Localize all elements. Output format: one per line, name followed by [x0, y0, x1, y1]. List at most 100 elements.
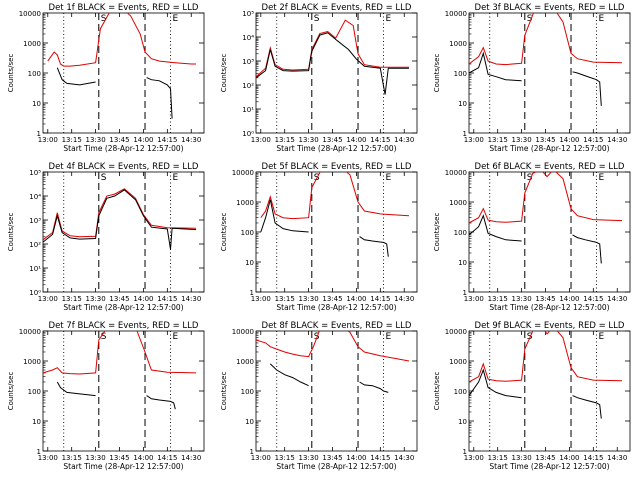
x-tick-label: 13:15 [488, 136, 508, 144]
x-tick-label: 13:00 [251, 295, 271, 303]
x-tick-label: 14:30 [181, 136, 201, 144]
y-tick-label: 10000 [19, 10, 41, 18]
x-tick-label: 13:15 [488, 295, 508, 303]
x-tick-label: 13:30 [86, 454, 106, 462]
plot-frame [255, 330, 418, 452]
y-tick-label: 10 [32, 100, 41, 108]
y-tick-label: 100 [454, 229, 467, 237]
y-tick-label: 10² [242, 82, 254, 90]
y-tick-label: 1000 [449, 358, 467, 366]
interval-marker-s: S [101, 14, 107, 24]
series-line-events [146, 77, 173, 119]
x-tick-label: 14:15 [583, 454, 603, 462]
x-tick-label: 13:00 [38, 136, 58, 144]
x-axis-label: Start Time (28-Apr-12 12:57:00) [489, 144, 609, 153]
y-tick-label: 10⁵ [242, 10, 254, 18]
y-tick-label: 10 [32, 418, 41, 426]
y-tick-label: 1 [463, 289, 467, 297]
interval-marker-e: E [173, 332, 179, 342]
y-tick-label: 10000 [232, 328, 254, 336]
y-tick-label: 10⁴ [29, 193, 41, 201]
x-tick-label: 13:30 [299, 295, 319, 303]
x-tick-label: 13:30 [299, 136, 319, 144]
interval-marker-e: E [386, 173, 392, 183]
interval-marker-e: E [173, 173, 179, 183]
y-tick-label: 1 [37, 448, 41, 456]
x-tick-label: 13:00 [251, 136, 271, 144]
plot-frame [468, 171, 631, 293]
x-tick-label: 14:00 [346, 136, 366, 144]
x-tick-label: 13:15 [275, 295, 295, 303]
y-tick-label: 1000 [23, 358, 41, 366]
y-tick-label: 100 [241, 388, 254, 396]
x-tick-label: 13:00 [464, 136, 484, 144]
series-line-events [269, 363, 309, 387]
y-tick-label: 10 [458, 259, 467, 267]
x-axis-label: Start Time (28-Apr-12 12:57:00) [489, 462, 609, 471]
x-tick-label: 13:30 [512, 295, 532, 303]
x-tick-label: 14:00 [133, 136, 153, 144]
y-tick-label: 10 [458, 100, 467, 108]
x-tick-label: 13:45 [109, 454, 129, 462]
interval-marker-e: E [386, 332, 392, 342]
interval-marker-s: S [314, 14, 320, 24]
y-tick-label: 10000 [19, 328, 41, 336]
x-tick-label: 14:30 [607, 295, 627, 303]
interval-marker-s: S [101, 173, 107, 183]
x-tick-label: 14:30 [181, 295, 201, 303]
y-tick-label: 10¹ [242, 106, 254, 114]
series-line-events [260, 199, 309, 233]
interval-marker-s: S [101, 332, 107, 342]
x-tick-label: 13:45 [535, 454, 555, 462]
x-axis-label: Start Time (28-Apr-12 12:57:00) [63, 303, 183, 312]
x-tick-label: 14:00 [346, 454, 366, 462]
chart-title: Det 8f BLACK = Events, RED = LLD [262, 321, 412, 331]
x-axis-label: Start Time (28-Apr-12 12:57:00) [276, 462, 396, 471]
y-axis-label: Counts/sec [220, 213, 228, 252]
x-tick-label: 14:30 [394, 295, 414, 303]
plot-frame [42, 330, 205, 452]
plot-frame [468, 12, 631, 134]
chart-title: Det 5f BLACK = Events, RED = LLD [262, 162, 412, 172]
x-tick-label: 14:15 [583, 295, 603, 303]
x-tick-label: 13:15 [62, 136, 82, 144]
y-tick-label: 1000 [236, 199, 254, 207]
x-tick-label: 13:00 [464, 454, 484, 462]
x-tick-label: 13:15 [62, 454, 82, 462]
x-tick-label: 13:45 [535, 136, 555, 144]
x-tick-label: 13:30 [299, 454, 319, 462]
chart-title: Det 9f BLACK = Events, RED = LLD [475, 321, 625, 331]
y-tick-label: 10000 [232, 169, 254, 177]
interval-marker-e: E [599, 14, 605, 24]
chart-title: Det 1f BLACK = Events, RED = LLD [49, 3, 199, 13]
y-tick-label: 10² [29, 241, 41, 249]
x-tick-label: 13:45 [322, 295, 342, 303]
series-line-events [256, 32, 409, 95]
x-tick-label: 13:00 [464, 295, 484, 303]
series-line-events [469, 51, 522, 82]
x-tick-label: 14:00 [559, 454, 579, 462]
x-tick-label: 14:30 [181, 454, 201, 462]
chart-title: Det 2f BLACK = Events, RED = LLD [262, 3, 412, 13]
y-tick-label: 100 [454, 388, 467, 396]
x-tick-label: 13:15 [275, 136, 295, 144]
y-axis-label: Counts/sec [7, 54, 15, 93]
y-tick-label: 100 [28, 388, 41, 396]
y-tick-label: 1000 [449, 199, 467, 207]
series-line-lld [43, 331, 197, 375]
y-axis-label: Counts/sec [7, 213, 15, 252]
series-line-lld [260, 172, 410, 220]
series-line-events [359, 381, 389, 393]
x-tick-label: 14:00 [133, 454, 153, 462]
interval-marker-e: E [599, 173, 605, 183]
x-tick-label: 13:30 [86, 295, 106, 303]
y-axis-label: Counts/sec [433, 213, 441, 252]
y-axis-label: Counts/sec [433, 372, 441, 411]
series-line-events [572, 71, 602, 106]
x-axis-label: Start Time (28-Apr-12 12:57:00) [276, 303, 396, 312]
y-axis-label: Counts/sec [7, 372, 15, 411]
series-line-lld [256, 331, 410, 362]
